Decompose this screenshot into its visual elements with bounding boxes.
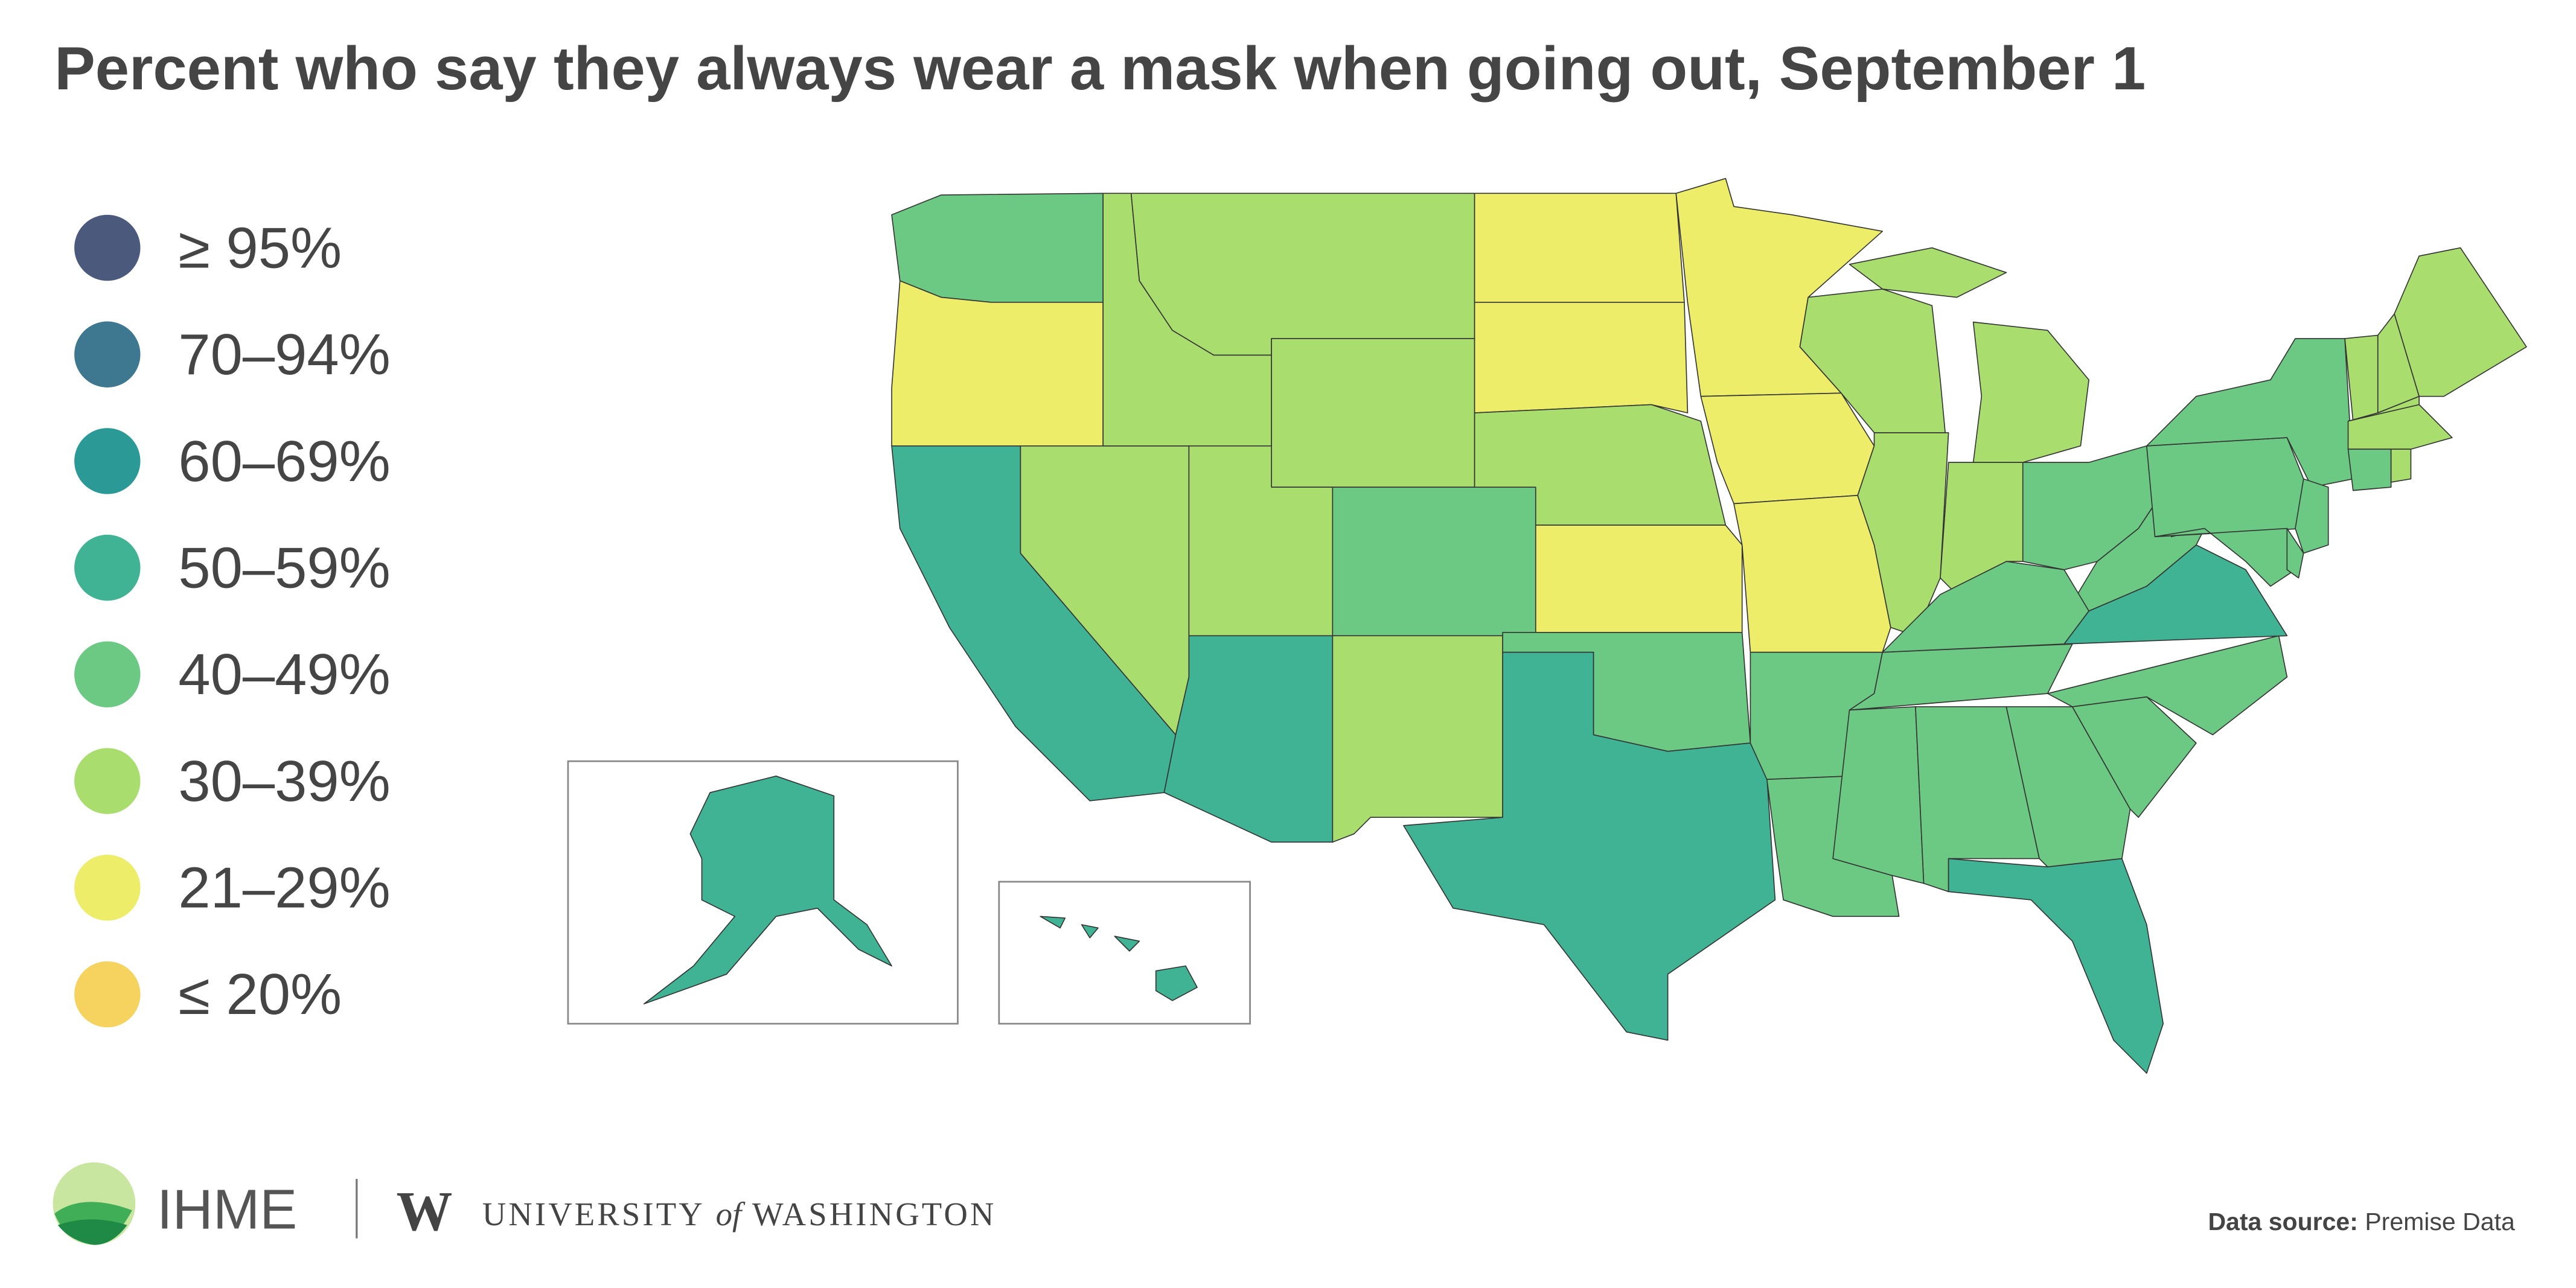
title: Percent who say they always wear a mask … [54,34,2146,103]
region [1040,916,1198,1001]
region [1832,706,1925,884]
region [1849,247,2089,463]
region [2295,478,2329,554]
region [1474,193,1685,303]
legend-swatch [74,534,141,601]
source-label: Data source: [2208,1208,2357,1235]
region [891,193,1104,303]
university-name: UNIVERSITY of WASHINGTON [482,1196,997,1232]
ihme-logo [53,1162,136,1245]
legend-swatch [74,428,141,494]
legend-swatch [74,214,141,281]
region [1799,289,1946,433]
region [2286,528,2304,579]
legend-label: 21–29% [178,856,390,920]
region [2347,395,2420,422]
hawaii-inset [998,881,1251,1025]
alaska-inset [567,760,959,1025]
legend-swatch [74,961,141,1028]
region [1271,338,1475,488]
region [1849,643,2073,711]
legend-label: 40–49% [178,642,390,707]
source: Data source: Premise Data [2208,1208,2515,1235]
legend-swatch [74,855,141,921]
university-word: UNIVERSITY [482,1196,705,1232]
legend-label: ≤ 20% [178,962,342,1027]
region [2344,334,2379,422]
ihme-name: IHME [157,1178,297,1240]
region [1948,858,2164,1074]
source-name: Premise Data [2365,1208,2515,1235]
region [643,775,892,1005]
region [2394,247,2527,397]
region [2022,445,2156,570]
region [891,280,1104,447]
legend-swatch [74,748,141,814]
region [1882,561,2089,653]
region [1130,193,1475,356]
region [2146,437,2304,538]
legend-swatch [74,321,141,387]
legend-label: 30–39% [178,749,390,814]
uw-logo: W [396,1181,452,1243]
legend-label: 60–69% [178,429,390,494]
region [1474,301,1689,413]
legend-label: 70–94% [178,322,390,387]
legend-label: ≥ 95% [178,215,342,280]
region [1332,635,1503,843]
region [1332,486,1536,637]
region [2390,448,2412,483]
region [1857,432,1949,637]
region [2347,448,2392,491]
region [2146,338,2354,488]
of-word: of [716,1196,746,1232]
region [1700,392,1875,505]
legend-swatch [74,641,141,708]
region [1403,651,1776,1041]
region [1535,524,1743,633]
washington-word: WASHINGTON [752,1196,997,1232]
legend-label: 50–59% [178,535,390,600]
region [1163,635,1334,843]
